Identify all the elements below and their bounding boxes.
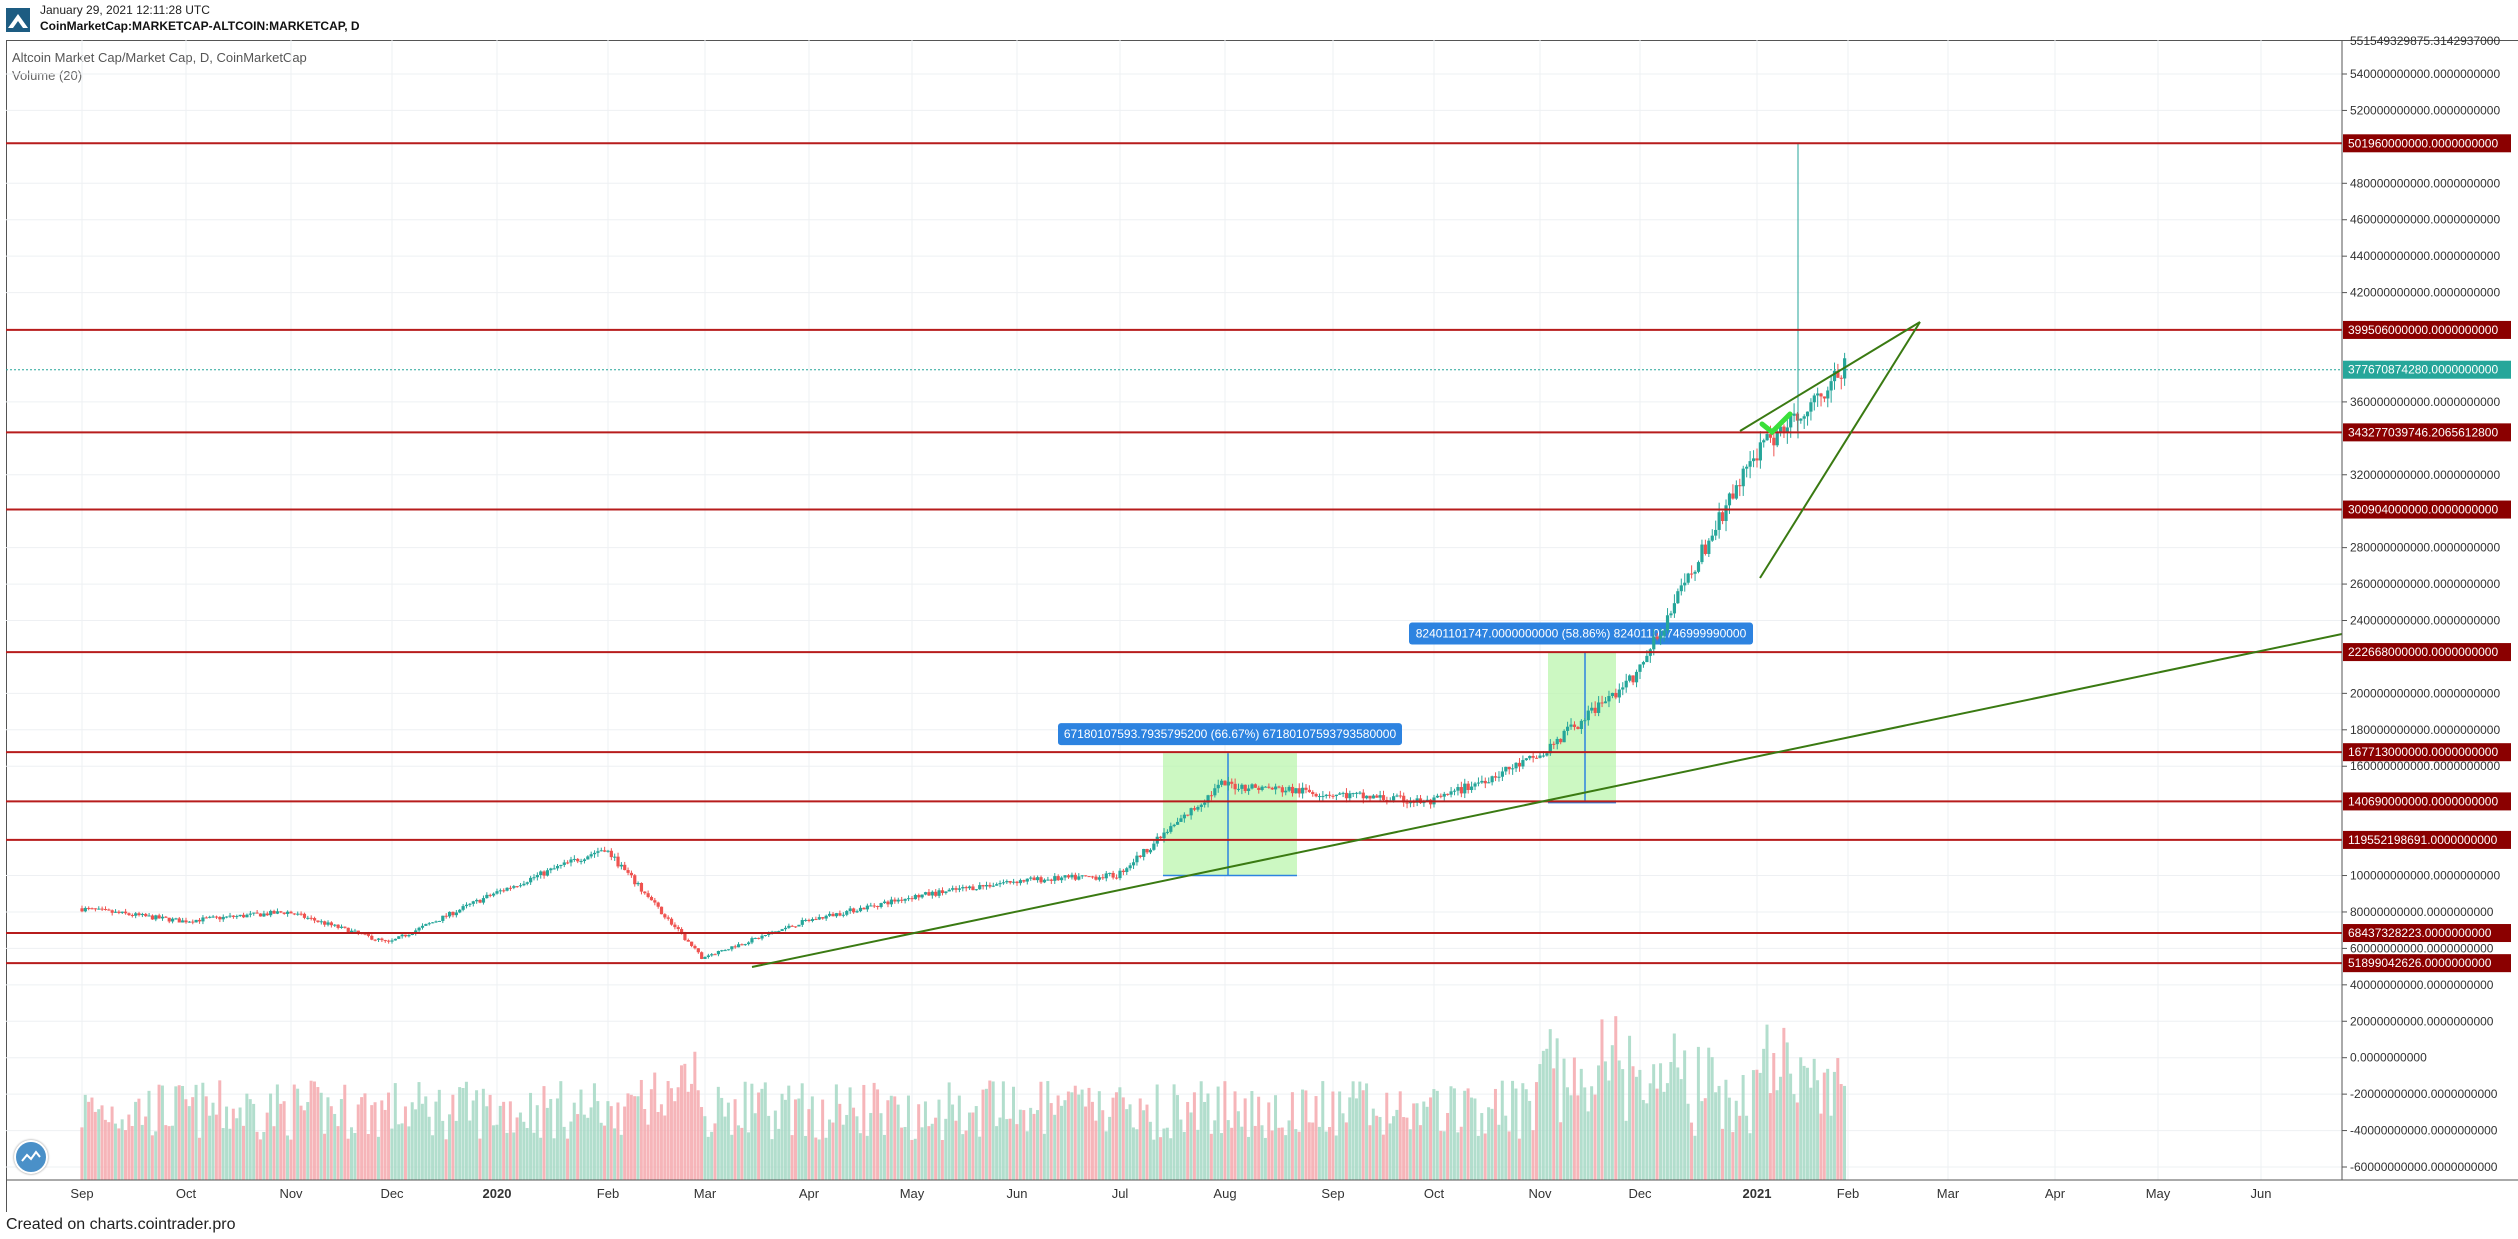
volume-legend: Volume (20): [12, 68, 83, 83]
symbol-name: CoinMarketCap:MARKETCAP-ALTCOIN:MARKETCA…: [40, 19, 360, 33]
footer-credit: Created on charts.cointrader.pro: [6, 1216, 236, 1233]
chart-scroll-icon[interactable]: [14, 1140, 48, 1174]
chart-legend-title: Altcoin Market Cap/Market Cap, D, CoinMa…: [12, 50, 307, 65]
snapshot-timestamp: January 29, 2021 12:11:28 UTC: [40, 3, 210, 17]
cointrader-logo-icon: [6, 8, 30, 32]
chart-frame: [6, 40, 2518, 1212]
chart-header: January 29, 2021 12:11:28 UTC CoinMarket…: [0, 0, 2518, 40]
